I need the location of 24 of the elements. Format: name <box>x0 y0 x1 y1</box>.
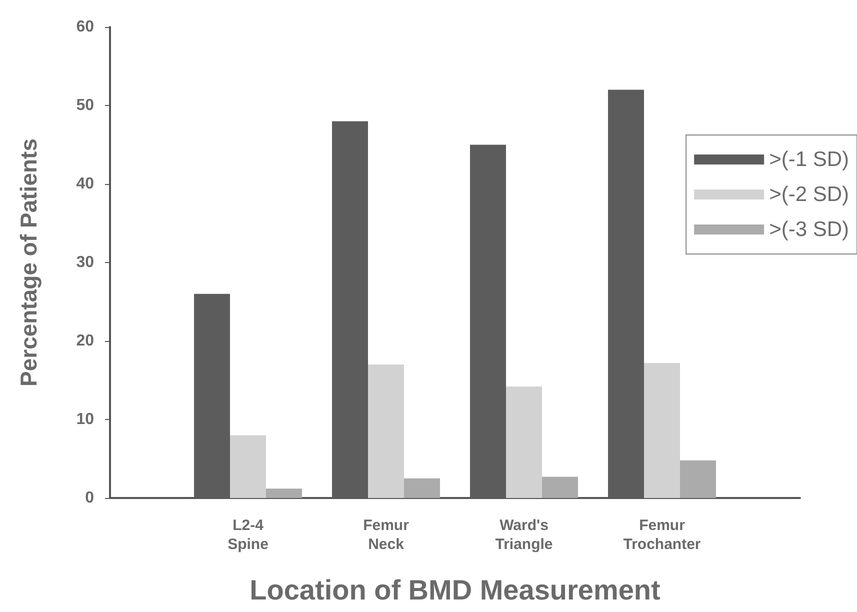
x-tick-label: Femur Trochanter <box>623 517 701 553</box>
bar <box>404 478 440 498</box>
x-tick-label: L2-4 Spine <box>228 517 268 553</box>
legend-label: >(-1 SD) <box>769 148 850 171</box>
legend-label: >(-2 SD) <box>769 183 850 206</box>
bar <box>542 476 578 498</box>
legend-label: >(-3 SD) <box>769 218 850 241</box>
x-tick-label: Femur Neck <box>363 517 410 553</box>
y-tick-label: 30 <box>76 254 94 271</box>
y-axis-title: Percentage of Patients <box>16 138 42 386</box>
y-tick-label: 60 <box>76 18 94 36</box>
y-tick-label: 0 <box>85 490 94 506</box>
bar <box>266 488 302 498</box>
y-tick-label: 50 <box>76 97 94 114</box>
y-tick-label: 20 <box>76 332 94 350</box>
x-axis-title: Location of BMD Measurement <box>250 574 660 606</box>
bar <box>644 362 680 498</box>
bar <box>680 460 716 498</box>
bar <box>506 386 542 498</box>
bar <box>368 364 404 498</box>
bar <box>230 435 266 498</box>
x-tick-label: Ward's Triangle <box>495 517 553 553</box>
y-tick-label: 10 <box>76 411 94 428</box>
y-tick-label: 40 <box>76 176 94 192</box>
